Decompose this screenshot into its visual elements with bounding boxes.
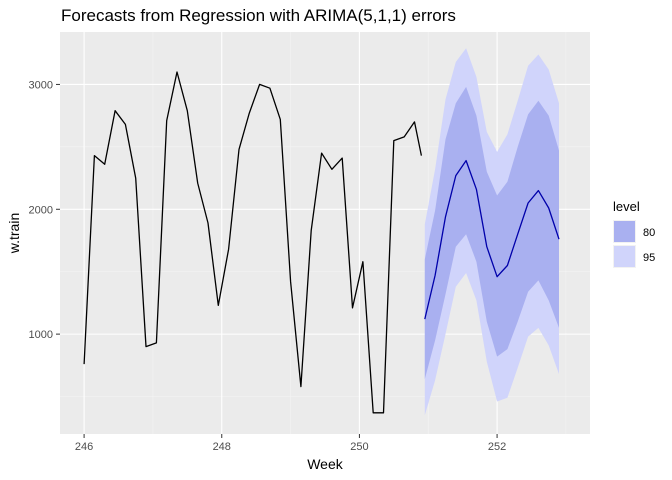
x-tick-label: 246: [75, 441, 93, 453]
legend-title: level: [613, 199, 640, 214]
legend: level 80 95: [613, 199, 655, 268]
legend-label-80: 80: [643, 227, 655, 239]
band-80: [424, 86, 559, 380]
y-axis: 1000 2000 3000: [29, 79, 60, 341]
legend-swatch-80: [614, 221, 635, 242]
x-tick-label: 250: [350, 441, 368, 453]
y-axis-title: w.train: [6, 213, 22, 254]
x-tick-label: 252: [488, 441, 506, 453]
y-tick-label: 1000: [29, 329, 53, 341]
legend-swatch-95: [614, 246, 635, 267]
forecast-line: [424, 159, 560, 320]
prediction-intervals: [424, 48, 559, 416]
chart-title: Forecasts from Regression with ARIMA(5,1…: [61, 6, 456, 25]
series-lines: [83, 71, 560, 414]
y-tick-label: 3000: [29, 79, 53, 91]
x-axis: 246 248 250 252: [75, 434, 506, 453]
x-tick-label: 248: [213, 441, 231, 453]
x-axis-title: Week: [307, 456, 344, 472]
y-tick-label: 2000: [29, 204, 53, 216]
legend-label-95: 95: [643, 252, 655, 264]
history-line: [83, 71, 423, 414]
